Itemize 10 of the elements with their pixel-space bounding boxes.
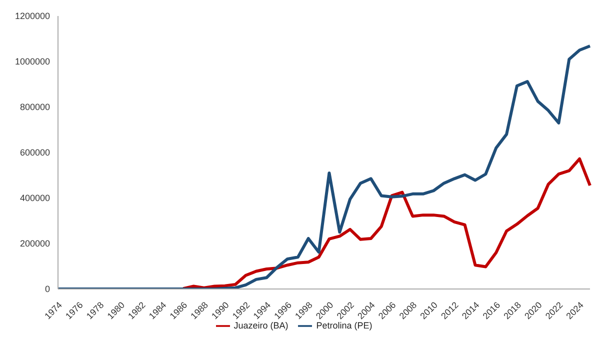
y-tick-label: 1000000: [14, 56, 50, 67]
y-tick-label: 400000: [20, 193, 50, 204]
legend-label: Petrolina (PE): [316, 320, 372, 330]
y-tick-label: 800000: [20, 102, 50, 112]
line-series: [182, 157, 592, 289]
y-tick-label: 600000: [20, 148, 50, 158]
y-tick-label: 200000: [20, 238, 50, 249]
legend-label: Juazeiro (BA): [234, 320, 288, 330]
y-tick-label: 0: [44, 284, 50, 294]
y-tick-label: 1200000: [14, 11, 50, 22]
